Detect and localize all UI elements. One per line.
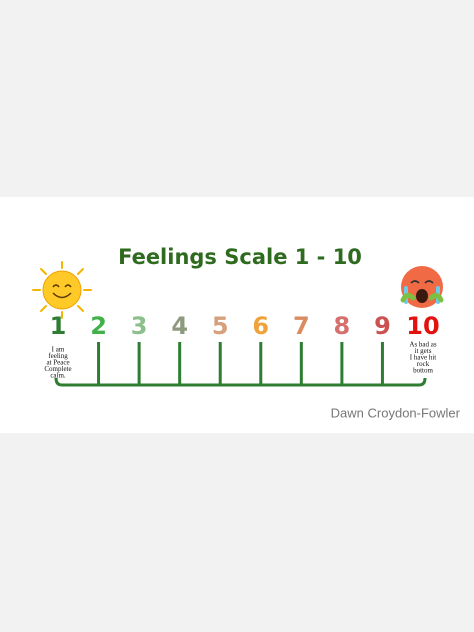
left-note-line: feeling (48, 352, 68, 360)
scale-baseline (54, 377, 427, 387)
scale-number: 7 (293, 312, 310, 340)
credit: Dawn Croydon-Fowler (331, 405, 461, 420)
scale-number: 5 (212, 312, 229, 340)
scale-number: 8 (334, 312, 351, 340)
scale-number: 1 (50, 312, 67, 340)
scale-number: 10 (406, 312, 439, 340)
title: Feelings Scale 1 - 10 (118, 245, 362, 269)
scale-number: 3 (131, 312, 148, 340)
right-note-line: rock (417, 360, 430, 368)
scale-number: 6 (252, 312, 269, 340)
sun-icon (32, 261, 92, 319)
left-note-line: Complete (44, 365, 71, 373)
crying-face-icon (400, 266, 444, 308)
right-note-line: it gets (415, 347, 432, 355)
print-area (0, 197, 474, 433)
right-note-line: bottom (413, 367, 433, 375)
scale-number: 9 (374, 312, 391, 340)
right-note-line: As bad as (409, 341, 436, 349)
left-note-line: at Peace (46, 359, 69, 367)
right-note-line: I have hit (410, 354, 436, 362)
left-note-line: I am (52, 346, 65, 354)
left-note-line: calm. (50, 372, 66, 380)
scale-number: 4 (171, 312, 188, 340)
scale-number: 2 (90, 312, 107, 340)
